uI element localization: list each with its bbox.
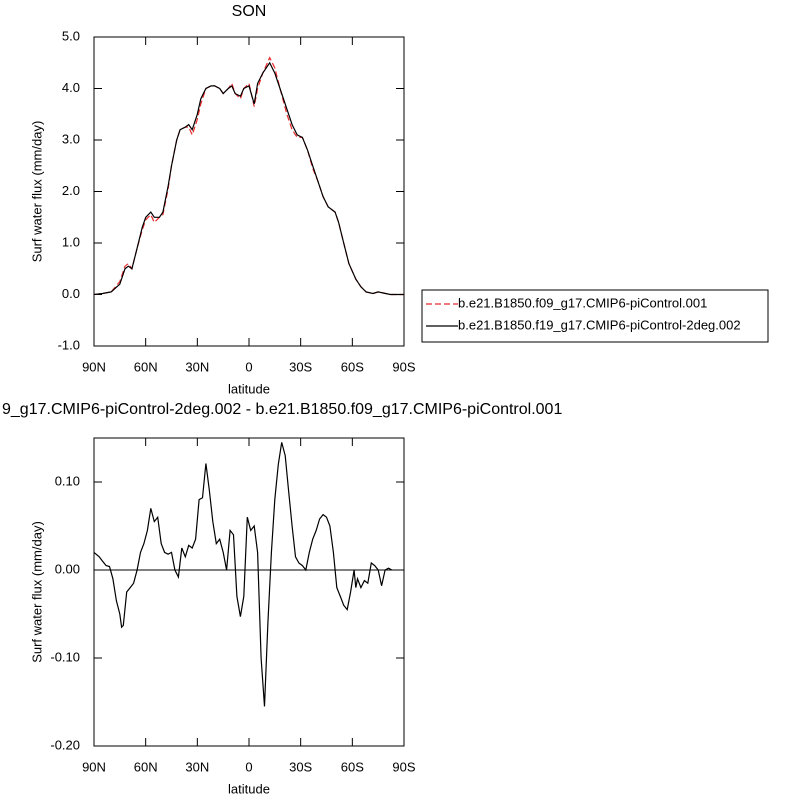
x-tick-label: 60S [341,359,364,374]
x-tick-label: 0 [245,759,252,774]
plot-frame [93,36,405,347]
x-tick-label: 90N [82,759,106,774]
legend-label: b.e21.B1850.f19_g17.CMIP6-piControl-2deg… [458,317,741,332]
y-tick-label: -1.0 [58,337,80,352]
y-tick-label: -0.10 [50,649,80,664]
x-tick-label: 60N [134,359,158,374]
y-tick-label: 5.0 [62,28,80,43]
y-tick-label: 0.10 [55,473,80,488]
y-tick-label: 4.0 [62,80,80,95]
x-tick-label: 30N [185,359,209,374]
y-tick-label: 1.0 [62,234,80,249]
y-tick-label: 2.0 [62,183,80,198]
x-tick-label: 90S [392,759,415,774]
x-tick-label: 0 [245,359,252,374]
x-tick-label: 60N [134,759,158,774]
x-axis-label: latitude [228,781,270,796]
data-line [93,61,404,296]
data-line [93,442,393,707]
legend-box [421,289,769,343]
y-tick-label: 0.00 [55,561,80,576]
x-tick-label: 90N [82,359,106,374]
x-tick-label: 30S [289,359,312,374]
y-tick-label: 3.0 [62,131,80,146]
data-line [93,56,404,296]
plot-frame [93,437,405,747]
x-tick-label: 30S [289,759,312,774]
legend-label: b.e21.B1850.f09_g17.CMIP6-piControl.001 [458,295,707,310]
x-tick-label: 60S [341,759,364,774]
y-axis-label: Surf water flux (mm/day) [29,521,44,663]
x-tick-label: 30N [185,759,209,774]
chart-title: SON [232,3,267,20]
y-axis-label: Surf water flux (mm/day) [29,121,44,263]
x-axis-label: latitude [228,381,270,396]
y-tick-label: 0.0 [62,286,80,301]
chart-title: 9_g17.CMIP6-piControl-2deg.002 - b.e21.B… [2,401,562,418]
y-tick-label: -0.20 [50,737,80,752]
x-tick-label: 90S [392,359,415,374]
